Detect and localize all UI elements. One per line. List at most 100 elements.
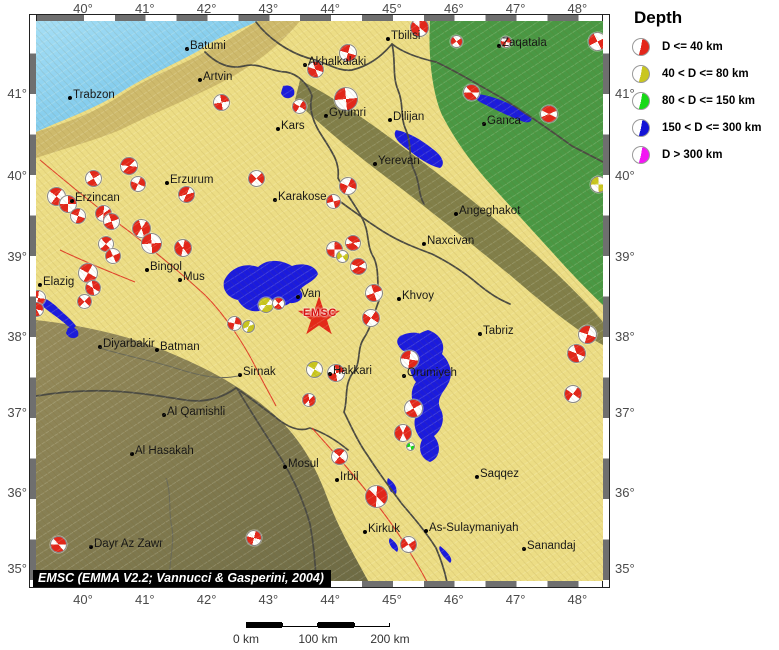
scale-bar-label: 200 km: [370, 632, 410, 646]
focal-mechanism-ball: [394, 424, 412, 442]
focal-mechanism-ball: [577, 324, 597, 344]
lakes: [36, 85, 532, 563]
city-label: Sirnak: [243, 366, 276, 378]
rivers: [99, 347, 239, 581]
axis-label-top: 41°: [134, 1, 155, 16]
focal-mechanism-ball: [325, 193, 341, 209]
city-dot-icon: [373, 162, 377, 166]
city-label: Gyumri: [329, 107, 367, 119]
focal-mechanism-ball: [84, 169, 102, 187]
legend-item: 80 < D <= 150 km: [632, 92, 778, 110]
city-label: Erzincan: [75, 192, 120, 204]
city-dot-icon: [397, 297, 401, 301]
focal-mechanism-ball: [399, 535, 417, 553]
focal-mechanism-ball: [271, 296, 285, 310]
legend-item: D > 300 km: [632, 146, 778, 164]
legend-beachball-icon: [632, 38, 650, 56]
scale-bar: 0 km 100 km 200 km: [233, 622, 410, 648]
city-dot-icon: [454, 212, 458, 216]
focal-mechanism-ball: [305, 360, 323, 378]
city-label: Batman: [160, 341, 200, 353]
city-label: Dilijan: [393, 111, 425, 123]
focal-mechanism-ball: [462, 83, 480, 101]
city-dot-icon: [178, 278, 182, 282]
focal-mechanism-ball: [345, 235, 361, 251]
scale-bar-segments: [246, 622, 390, 628]
city-label: Orumiyeh: [407, 367, 457, 379]
city-dot-icon: [363, 530, 367, 534]
axis-label-bottom: 42°: [196, 592, 217, 607]
city-label: Yerevan: [378, 155, 420, 167]
city-label: Sanandaj: [527, 540, 576, 552]
city-dot-icon: [145, 268, 149, 272]
focal-mechanism-ball: [405, 441, 415, 451]
legend-item-label: 80 < D <= 150 km: [662, 95, 756, 107]
focal-mechanism-ball: [212, 93, 230, 111]
city-label: Akhalkalaki: [308, 56, 367, 68]
focal-mechanism-ball: [362, 309, 380, 327]
scale-bar-label: 0 km: [232, 632, 260, 646]
city-dot-icon: [38, 283, 42, 287]
focal-mechanism-ball: [566, 343, 586, 363]
city-label: Van: [301, 288, 321, 300]
axis-label-bottom: 48°: [567, 592, 588, 607]
city-dot-icon: [98, 345, 102, 349]
city-dot-icon: [402, 374, 406, 378]
city-dot-icon: [482, 122, 486, 126]
city-dot-icon: [273, 198, 277, 202]
city-label: Elazig: [43, 276, 75, 288]
axis-label-top: 47°: [505, 1, 526, 16]
focal-mechanism-ball: [349, 257, 367, 275]
focal-mechanism-ball: [403, 398, 423, 418]
city-label: Karakose: [278, 191, 327, 203]
focal-mechanism-ball: [589, 175, 603, 193]
focal-mechanism-ball: [291, 98, 307, 114]
city-label: Batumi: [190, 40, 226, 52]
city-dot-icon: [324, 114, 328, 118]
axis-label-right: 39°: [615, 249, 635, 264]
map-frame-right: [602, 14, 610, 588]
city-label: Angeghakot: [459, 205, 521, 217]
map-credit: EMSC (EMMA V2.2; Vannucci & Gasperini, 2…: [33, 570, 331, 587]
city-label: Dayr Az Zawr: [94, 538, 164, 550]
city-label: As-Sulaymaniyah: [429, 522, 519, 534]
legend-item-label: 150 < D <= 300 km: [662, 122, 762, 134]
focal-mechanism-ball: [587, 31, 603, 51]
axis-label-top: 44°: [320, 1, 341, 16]
legend-beachball-icon: [632, 119, 650, 137]
axis-label-bottom: 43°: [258, 592, 279, 607]
focal-mechanism-ball: [102, 212, 120, 230]
axis-label-left: 36°: [7, 485, 27, 500]
focal-mechanism-ball: [302, 393, 316, 407]
focal-mechanism-ball: [339, 44, 357, 62]
focal-mechanism-ball: [177, 185, 195, 203]
axis-label-right: 38°: [615, 329, 635, 344]
focal-mechanism-ball: [409, 21, 429, 37]
epicenter-star-label: EMSC: [303, 307, 337, 319]
focal-mechanism-ball: [49, 535, 67, 553]
city-dot-icon: [422, 242, 426, 246]
axis-label-top: 48°: [567, 1, 588, 16]
focal-mechanism-ball: [540, 105, 558, 123]
city-label: Erzurum: [170, 174, 214, 186]
city-dot-icon: [185, 47, 189, 51]
focal-mechanism-ball: [306, 60, 324, 78]
focal-mechanism-ball: [247, 169, 265, 187]
city-label: Ganca: [487, 115, 521, 127]
focal-mechanism-ball: [564, 385, 582, 403]
city-dot-icon: [89, 545, 93, 549]
city-label: Tabriz: [483, 325, 514, 337]
focal-mechanism-ball: [246, 530, 262, 546]
legend-item: 150 < D <= 300 km: [632, 119, 778, 137]
legend-item-label: D <= 40 km: [662, 41, 723, 53]
city-dot-icon: [296, 295, 300, 299]
axis-label-right: 35°: [615, 561, 635, 576]
focal-mechanism-ball: [140, 232, 162, 254]
city-dot-icon: [424, 529, 428, 533]
city-dot-icon: [283, 465, 287, 469]
focal-mechanism-ball: [36, 301, 44, 317]
legend-title: Depth: [634, 8, 683, 27]
axis-label-top: 43°: [258, 1, 279, 16]
city-dot-icon: [238, 373, 242, 377]
